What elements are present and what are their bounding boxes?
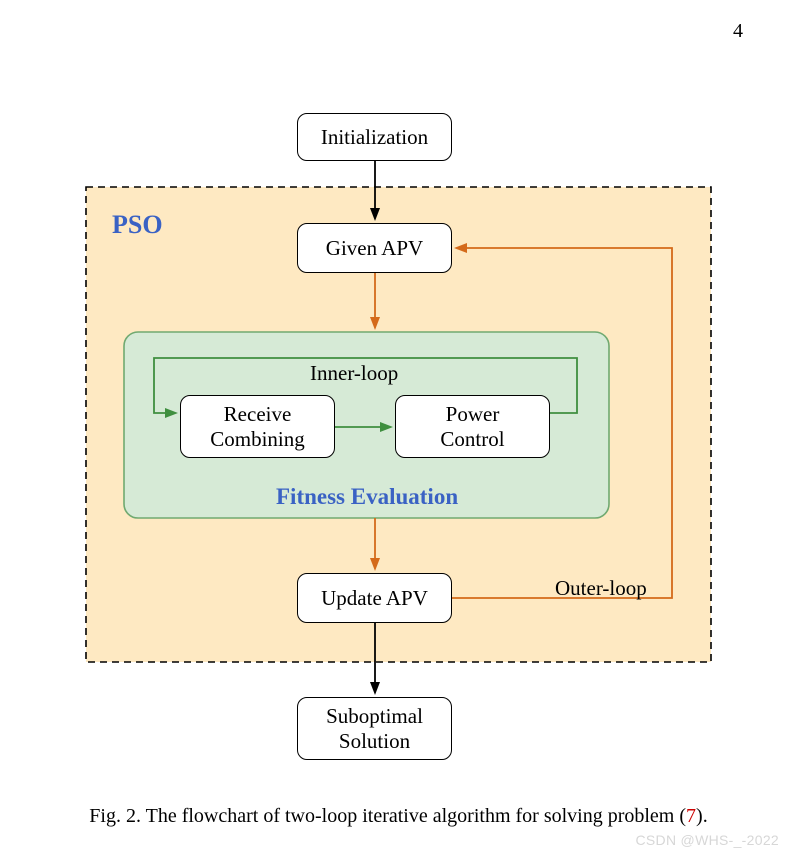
node-receive-combining-text: Receive Combining: [210, 402, 305, 450]
page-number: 4: [733, 20, 743, 43]
outer-loop-label-text: Outer-loop: [555, 576, 647, 600]
pso-region-label-text: PSO: [112, 210, 163, 239]
node-given-apv-text: Given APV: [326, 236, 423, 260]
caption-suffix: ).: [696, 805, 708, 827]
watermark-text: CSDN @WHS-_-2022: [636, 832, 780, 848]
node-initialization: Initialization: [297, 113, 452, 161]
page-number-text: 4: [733, 20, 743, 42]
figure-caption: Fig. 2. The flowchart of two-loop iterat…: [0, 805, 797, 828]
node-update-apv: Update APV: [297, 573, 452, 623]
inner-loop-label-text: Inner-loop: [310, 361, 398, 385]
node-receive-combining: Receive Combining: [180, 395, 335, 458]
inner-loop-label: Inner-loop: [310, 361, 398, 386]
caption-ref-link[interactable]: 7: [686, 805, 696, 827]
node-power-control-text: Power Control: [440, 402, 504, 450]
node-given-apv: Given APV: [297, 223, 452, 273]
node-initialization-text: Initialization: [321, 125, 428, 149]
node-suboptimal-solution: Suboptimal Solution: [297, 697, 452, 760]
page-root: { "meta": { "page_number": "4", "waterma…: [0, 0, 797, 858]
caption-prefix: Fig. 2. The flowchart of two-loop iterat…: [89, 805, 686, 827]
node-update-apv-text: Update APV: [321, 586, 428, 610]
fitness-region-label: Fitness Evaluation: [276, 484, 458, 510]
node-power-control: Power Control: [395, 395, 550, 458]
watermark: CSDN @WHS-_-2022: [636, 832, 780, 848]
fitness-region-label-text: Fitness Evaluation: [276, 484, 458, 509]
outer-loop-label: Outer-loop: [555, 576, 647, 601]
node-suboptimal-solution-text: Suboptimal Solution: [326, 704, 423, 752]
pso-region-label: PSO: [112, 210, 163, 240]
